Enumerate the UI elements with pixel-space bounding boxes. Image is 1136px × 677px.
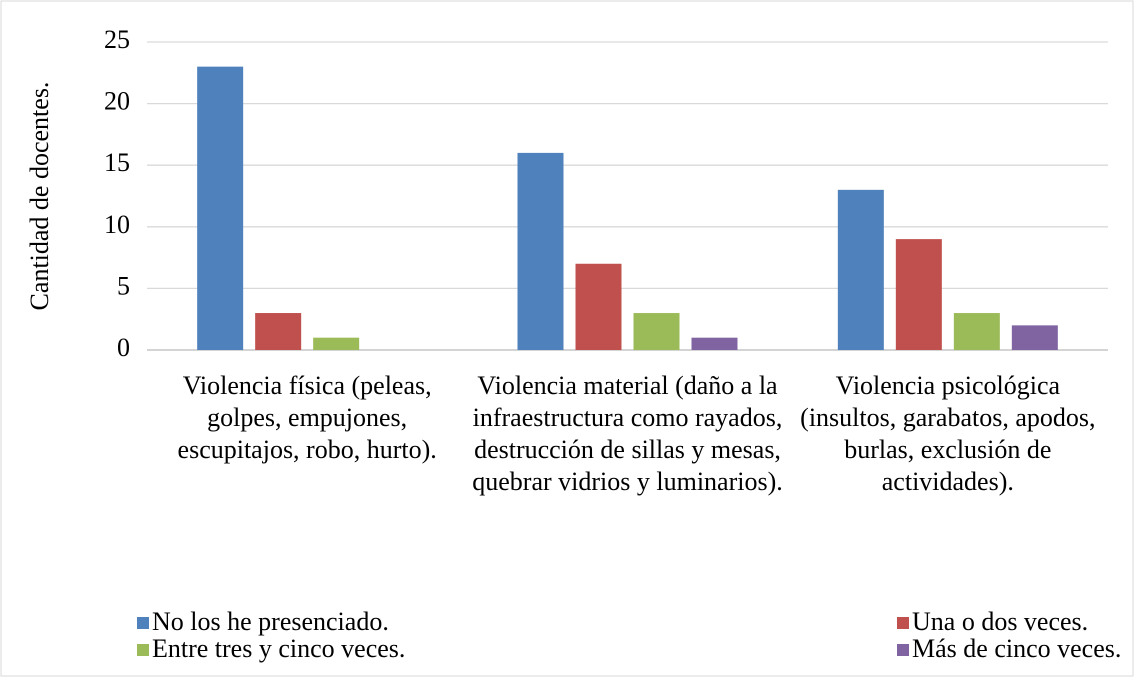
legend-label: No los he presenciado. — [152, 607, 389, 636]
x-tick-label: Violencia psicológica (insultos, garabat… — [800, 371, 1096, 496]
bar — [517, 152, 564, 350]
legend-swatch — [137, 617, 149, 629]
x-tick-label: Violencia material (daño a la infraestru… — [472, 371, 783, 496]
y-tick-label: 10 — [104, 210, 130, 239]
legend-label: Más de cinco veces. — [912, 634, 1121, 663]
bar — [837, 189, 884, 350]
bar — [895, 239, 942, 350]
y-tick-label: 25 — [104, 25, 130, 54]
bar — [255, 313, 302, 350]
y-axis-label: Cantidad de docentes. — [25, 82, 54, 311]
bar — [1011, 325, 1058, 350]
y-tick-label: 15 — [104, 148, 130, 177]
legend-swatch — [897, 617, 909, 629]
bar — [953, 313, 1000, 350]
y-tick-label: 0 — [117, 333, 130, 362]
bar — [691, 337, 738, 350]
legend-label: Una o dos veces. — [912, 607, 1088, 636]
legend-swatch — [897, 644, 909, 656]
y-tick-label: 5 — [117, 271, 130, 300]
y-tick-label: 20 — [104, 87, 130, 116]
legend-swatch — [137, 644, 149, 656]
legend-label: Entre tres y cinco veces. — [152, 634, 405, 663]
x-tick-label: Violencia física (peleas, golpes, empujo… — [177, 371, 437, 464]
bar — [633, 313, 680, 350]
bar — [197, 66, 244, 350]
bar — [313, 337, 360, 350]
bar — [575, 263, 622, 350]
